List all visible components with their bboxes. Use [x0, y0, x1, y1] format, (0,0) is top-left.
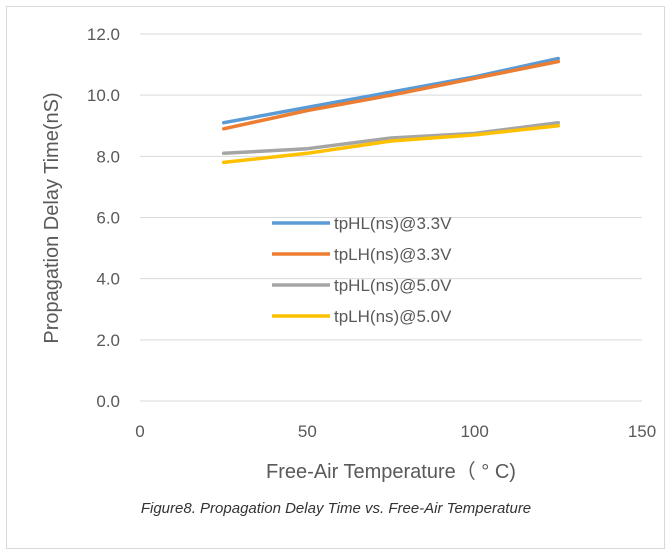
legend-label-1: tpLH(ns)@3.3V [334, 245, 452, 264]
legend-label-0: tpHL(ns)@3.3V [334, 214, 452, 233]
line-chart: 0.0 2.0 4.0 6.0 8.0 10.0 12.0 0 50 100 150 tpHL(n… [41, 25, 656, 483]
x-tick-labels: 0 50 100 150 [135, 422, 656, 441]
series-line-3 [221, 124, 561, 165]
y-tick-label: 0.0 [96, 392, 120, 411]
y-tick-label: 4.0 [96, 270, 120, 289]
legend-label-2: tpHL(ns)@5.0V [334, 276, 452, 295]
figure-caption: Figure8. Propagation Delay Time vs. Free… [140, 500, 532, 517]
y-tick-label: 10.0 [87, 86, 120, 105]
y-tick-label: 6.0 [96, 209, 120, 228]
x-tick-label: 150 [628, 422, 656, 441]
y-tick-labels: 0.0 2.0 4.0 6.0 8.0 10.0 12.0 [87, 25, 120, 411]
y-tick-label: 2.0 [96, 331, 120, 350]
chart-frame [6, 6, 665, 549]
y-tick-label: 12.0 [87, 25, 120, 44]
y-tick-label: 8.0 [96, 147, 120, 166]
series-line-0 [221, 56, 561, 125]
x-tick-label: 100 [460, 422, 488, 441]
x-tick-label: 0 [135, 422, 144, 441]
x-axis-title: Free-Air Temperature（ ° C) [266, 460, 516, 483]
series-lines [221, 56, 561, 165]
legend-label-3: tpLH(ns)@5.0V [334, 307, 452, 326]
x-tick-label: 50 [298, 422, 317, 441]
legend: tpHL(ns)@3.3V tpLH(ns)@3.3V tpHL(ns)@5.0V t… [272, 214, 452, 326]
y-axis-title: Propagation Delay Time(nS) [41, 92, 63, 343]
